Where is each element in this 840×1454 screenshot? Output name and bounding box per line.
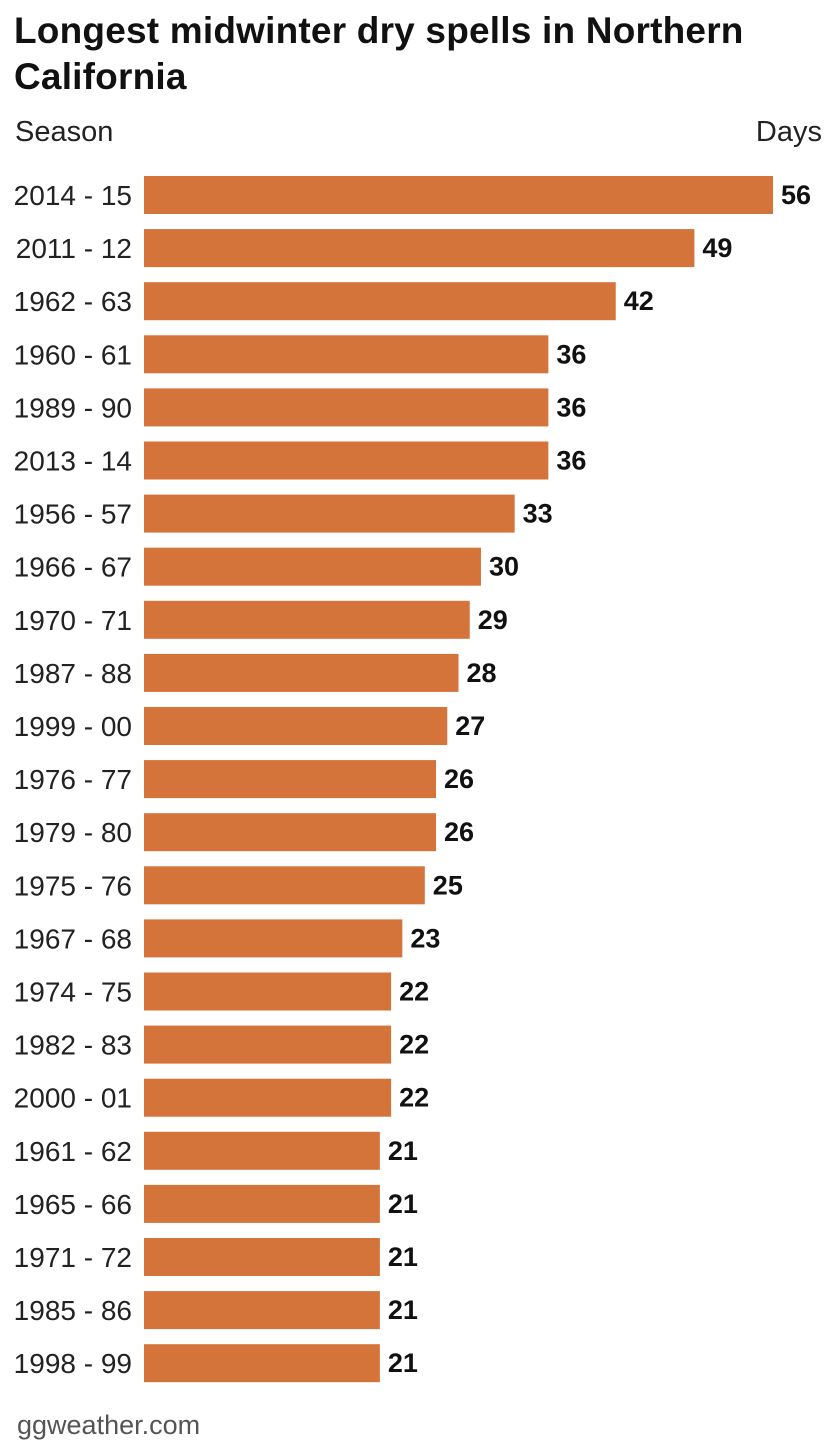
bar-2013-14 (144, 441, 549, 480)
category-label: 1965 - 66 (14, 1189, 132, 1220)
bar-1961-62 (144, 1131, 380, 1170)
bar-1975-76 (144, 866, 425, 905)
value-label: 22 (399, 1030, 429, 1060)
bar-1999-00 (144, 707, 448, 745)
y-axis-label: Season (15, 116, 114, 148)
bar-1979-80 (144, 813, 437, 852)
category-label: 1956 - 57 (14, 499, 132, 530)
value-label: 29 (478, 605, 508, 635)
category-label: 1985 - 86 (14, 1295, 132, 1326)
value-label: 27 (455, 711, 485, 741)
bar-1974-75 (144, 972, 392, 1011)
value-label: 21 (388, 1242, 418, 1272)
bar-2011-12 (144, 229, 695, 268)
category-label: 1971 - 72 (14, 1242, 132, 1273)
category-label: 1975 - 76 (14, 870, 132, 901)
value-label: 26 (444, 817, 474, 847)
bar-1967-68 (144, 919, 403, 958)
value-label: 26 (444, 764, 474, 794)
bar-2000-01 (144, 1078, 392, 1117)
category-label: 1966 - 67 (14, 552, 132, 583)
category-label: 1987 - 88 (14, 658, 132, 689)
value-label: 23 (410, 923, 440, 953)
bar-1985-86 (144, 1291, 380, 1330)
value-label: 25 (433, 870, 463, 900)
value-label: 21 (388, 1295, 418, 1325)
bar-chart: 2014 - 15 56 2011 - 12 49 1962 - 63 42 1960 - … (14, 176, 811, 1383)
category-label: 2011 - 12 (16, 233, 132, 264)
bar-1960-61 (144, 335, 549, 374)
category-label: 1979 - 80 (14, 817, 132, 848)
value-label: 36 (556, 446, 586, 476)
value-label: 30 (489, 552, 519, 582)
bar-1966-67 (144, 547, 481, 586)
chart-title: Longest midwinter dry spells in Northern… (14, 10, 744, 97)
bar-1962-63 (144, 282, 616, 321)
category-label: 1970 - 71 (14, 605, 132, 636)
bar-1987-88 (144, 653, 459, 692)
value-label: 28 (467, 658, 497, 688)
value-label: 36 (556, 392, 586, 422)
category-label: 2013 - 14 (14, 446, 132, 477)
value-label: 49 (702, 233, 732, 263)
category-label: 1974 - 75 (14, 977, 132, 1008)
x-axis-label: Days (755, 116, 822, 148)
category-label: 2000 - 01 (14, 1083, 132, 1114)
bar-1998-99 (144, 1344, 380, 1383)
bar-1956-57 (144, 494, 515, 533)
value-label: 21 (388, 1348, 418, 1378)
value-label: 33 (523, 499, 553, 529)
value-label: 21 (388, 1189, 418, 1219)
value-label: 22 (399, 977, 429, 1007)
source-credit: ggweather.com (17, 1410, 201, 1440)
category-label: 1961 - 62 (14, 1136, 132, 1167)
category-label: 1960 - 61 (14, 339, 132, 370)
category-label: 1989 - 90 (14, 392, 132, 423)
bar-1976-77 (144, 760, 437, 799)
category-label: 2014 - 15 (14, 180, 132, 211)
bar-1971-72 (144, 1238, 380, 1276)
bar-1989-90 (144, 388, 549, 427)
value-label: 36 (556, 339, 586, 369)
category-label: 1982 - 83 (14, 1030, 132, 1061)
value-label: 56 (781, 180, 811, 210)
category-label: 1999 - 00 (14, 711, 132, 742)
bar-2014-15 (144, 176, 773, 214)
value-label: 21 (388, 1136, 418, 1166)
category-label: 1976 - 77 (14, 764, 132, 795)
value-label: 42 (624, 286, 654, 316)
bar-1970-71 (144, 600, 470, 639)
value-label: 22 (399, 1083, 429, 1113)
bar-1982-83 (144, 1025, 392, 1064)
category-label: 1998 - 99 (14, 1348, 132, 1379)
category-label: 1962 - 63 (14, 286, 132, 317)
bar-1965-66 (144, 1184, 380, 1223)
category-label: 1967 - 68 (14, 923, 132, 954)
